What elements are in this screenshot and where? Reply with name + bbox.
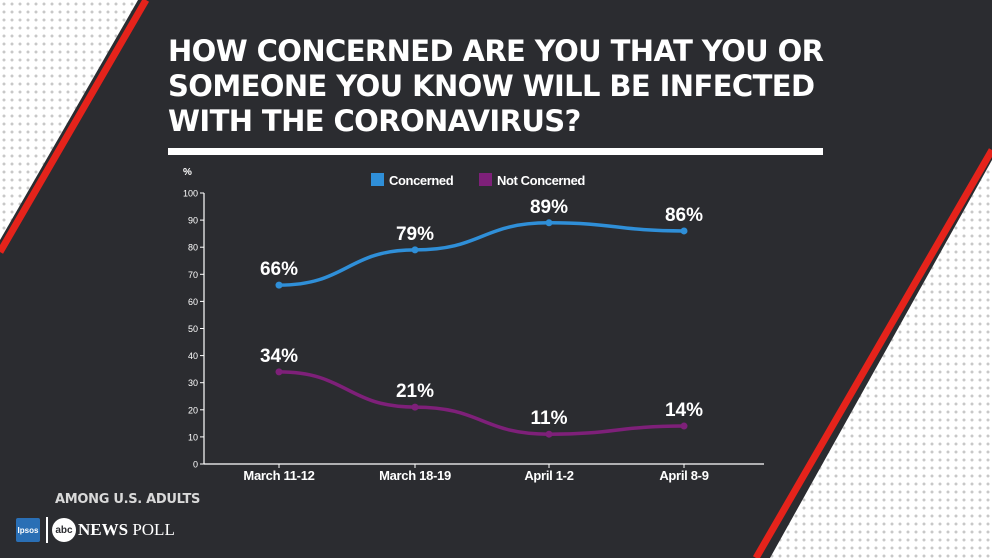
data-point [680,227,688,235]
title-line: SOMEONE YOU KNOW WILL BE INFECTED [168,69,815,103]
footer-note: AMONG U.S. ADULTS [55,492,201,507]
news-poll-wordmark: NEWS POLL [78,520,175,540]
x-tick-label: April 1-2 [524,468,573,483]
data-label: 66% [260,259,298,280]
data-label: 21% [396,381,434,402]
y-tick-label: 40 [188,351,198,361]
y-tick-label: 70 [188,270,198,280]
data-point [411,403,419,411]
logo-row: Ipsos abc NEWS POLL [16,516,175,544]
legend-swatch [371,173,384,186]
brand-poll: POLL [128,520,175,539]
title-line: WITH THE CORONAVIRUS? [168,104,581,138]
series-line [277,221,686,287]
data-point [545,219,553,227]
y-tick-label: 10 [188,432,198,442]
data-point [275,281,283,289]
legend-label: Concerned [389,173,454,188]
y-tick-label: 30 [188,378,198,388]
y-tick-label: 50 [188,324,198,334]
y-tick-label: 60 [188,297,198,307]
y-axis-label: % [183,167,192,178]
legend-label: Not Concerned [497,173,585,188]
brand-news: NEWS [78,520,129,539]
dotted-panel-right [770,160,992,558]
red-stripe-right [752,148,992,558]
data-label: 14% [665,400,703,421]
y-tick-label: 0 [193,460,198,470]
data-point [275,368,283,376]
data-point [545,430,553,438]
data-label: 86% [665,205,703,226]
data-label: 89% [530,197,568,218]
chart-title: HOW CONCERNED ARE YOU THAT YOU OR SOMEON… [168,34,828,139]
data-label: 34% [260,346,298,367]
data-label: 79% [396,224,434,245]
y-tick-label: 100 [183,189,198,199]
y-tick-label: 20 [188,405,198,415]
data-point [680,422,688,430]
series-line [277,370,686,436]
data-label: 11% [531,408,568,429]
x-tick-label: March 18-19 [379,468,451,483]
dotted-panel-left [0,0,138,240]
legend-swatch [479,173,492,186]
ipsos-logo: Ipsos [16,518,40,542]
title-line: HOW CONCERNED ARE YOU THAT YOU OR [168,34,824,68]
title-rule [168,148,823,155]
abc-logo: abc [52,518,76,542]
red-stripe-left [0,0,150,254]
y-tick-label: 90 [188,216,198,226]
x-tick-label: March 11-12 [243,468,314,483]
x-tick-label: April 8-9 [659,468,708,483]
y-tick-label: 80 [188,243,198,253]
logo-separator [46,517,48,543]
data-point [411,246,419,254]
